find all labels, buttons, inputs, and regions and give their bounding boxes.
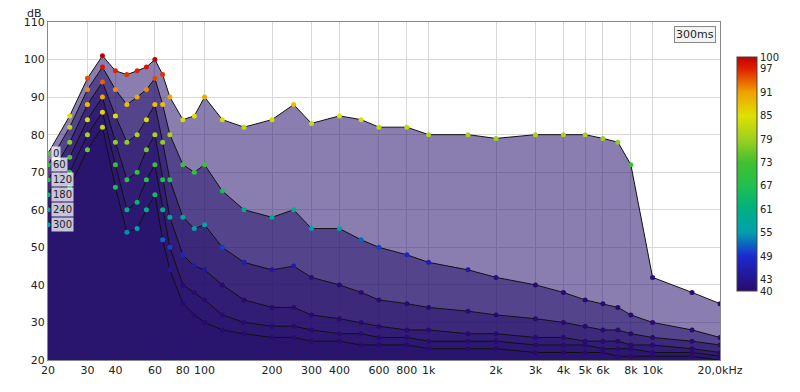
svg-text:60: 60 <box>148 364 162 377</box>
svg-text:2k: 2k <box>489 364 503 377</box>
svg-text:49: 49 <box>760 251 773 262</box>
svg-text:97: 97 <box>760 63 773 74</box>
svg-text:43: 43 <box>760 274 773 285</box>
svg-text:dB: dB <box>27 7 42 20</box>
svg-text:85: 85 <box>760 110 773 121</box>
svg-text:300: 300 <box>301 364 322 377</box>
svg-text:73: 73 <box>760 157 773 168</box>
svg-text:8k: 8k <box>624 364 638 377</box>
svg-text:5k: 5k <box>578 364 592 377</box>
svg-text:80: 80 <box>31 129 45 142</box>
svg-text:80: 80 <box>176 364 190 377</box>
svg-text:1k: 1k <box>422 364 436 377</box>
svg-text:20: 20 <box>31 354 45 367</box>
svg-text:55: 55 <box>760 227 773 238</box>
svg-text:50: 50 <box>31 241 45 254</box>
svg-text:90: 90 <box>31 91 45 104</box>
svg-text:240: 240 <box>53 204 72 215</box>
svg-text:300ms: 300ms <box>676 28 714 41</box>
svg-text:40: 40 <box>31 279 45 292</box>
svg-text:67: 67 <box>760 180 773 191</box>
svg-text:40: 40 <box>760 286 773 297</box>
svg-text:79: 79 <box>760 134 773 145</box>
svg-text:800: 800 <box>396 364 417 377</box>
svg-text:120: 120 <box>53 174 72 185</box>
svg-text:91: 91 <box>760 87 773 98</box>
svg-text:30: 30 <box>31 316 45 329</box>
svg-text:3k: 3k <box>529 364 543 377</box>
svg-text:60: 60 <box>31 204 45 217</box>
svg-text:400: 400 <box>329 364 350 377</box>
svg-text:200: 200 <box>262 364 283 377</box>
svg-text:20,0kHz: 20,0kHz <box>698 364 743 377</box>
svg-text:180: 180 <box>53 189 72 200</box>
svg-text:0: 0 <box>53 148 59 159</box>
svg-text:60: 60 <box>53 159 66 170</box>
svg-text:100: 100 <box>760 52 779 63</box>
svg-text:600: 600 <box>368 364 389 377</box>
svg-text:300: 300 <box>53 219 72 230</box>
svg-text:6k: 6k <box>596 364 610 377</box>
svg-text:110: 110 <box>24 16 45 29</box>
svg-text:100: 100 <box>24 53 45 66</box>
svg-text:40: 40 <box>108 364 122 377</box>
svg-text:4k: 4k <box>557 364 571 377</box>
svg-text:100: 100 <box>194 364 215 377</box>
svg-text:70: 70 <box>31 166 45 179</box>
svg-text:20: 20 <box>41 364 55 377</box>
svg-text:10k: 10k <box>642 364 663 377</box>
svg-text:61: 61 <box>760 204 773 215</box>
svg-text:30: 30 <box>80 364 94 377</box>
